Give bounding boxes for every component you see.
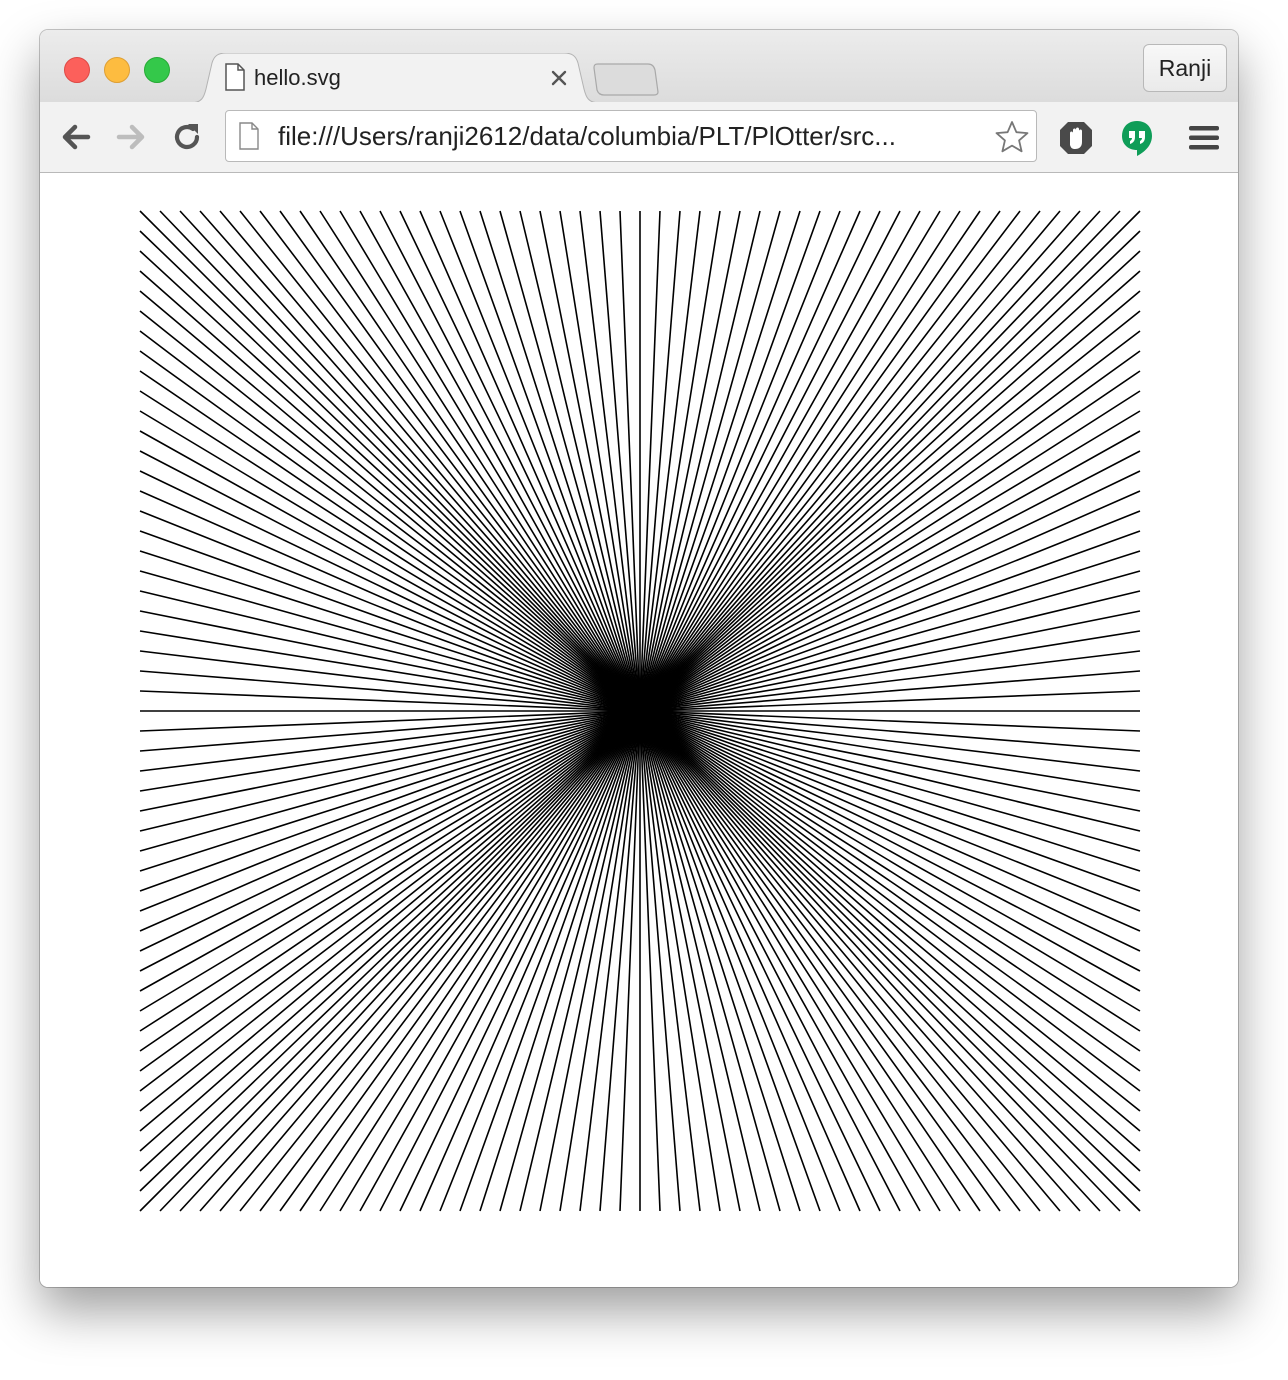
page-icon [239, 122, 259, 150]
tab-close-icon[interactable] [548, 67, 570, 89]
reload-icon[interactable] [169, 119, 205, 155]
title-bar: hello.svg Ranji [40, 30, 1238, 103]
tab-title: hello.svg [254, 65, 341, 90]
url-text[interactable]: file:///Users/ranji2612/data/columbia/PL… [278, 121, 896, 151]
page-content [40, 173, 1238, 1287]
address-bar[interactable]: file:///Users/ranji2612/data/columbia/PL… [225, 110, 1037, 162]
maximize-window-button[interactable] [144, 57, 170, 83]
radial-line-drawing [139, 210, 1141, 1212]
active-tab[interactable]: hello.svg [190, 53, 600, 103]
forward-arrow-icon[interactable] [113, 119, 149, 155]
hand-stop-extension-icon[interactable] [1056, 118, 1096, 158]
menu-icon[interactable] [1186, 121, 1222, 155]
close-window-button[interactable] [64, 57, 90, 83]
radial-line [139, 230, 1141, 1192]
tab-shape [190, 53, 600, 103]
bookmark-star-icon[interactable] [994, 119, 1030, 155]
back-arrow-icon[interactable] [58, 119, 94, 155]
browser-toolbar: file:///Users/ranji2612/data/columbia/PL… [40, 102, 1238, 173]
new-tab-button[interactable] [592, 62, 660, 96]
minimize-window-button[interactable] [104, 57, 130, 83]
hangouts-extension-icon[interactable] [1117, 118, 1157, 158]
file-icon [225, 63, 245, 91]
browser-window: hello.svg Ranji file:///Users/ranji2612/ [40, 30, 1238, 1287]
profile-button[interactable]: Ranji [1143, 44, 1227, 92]
